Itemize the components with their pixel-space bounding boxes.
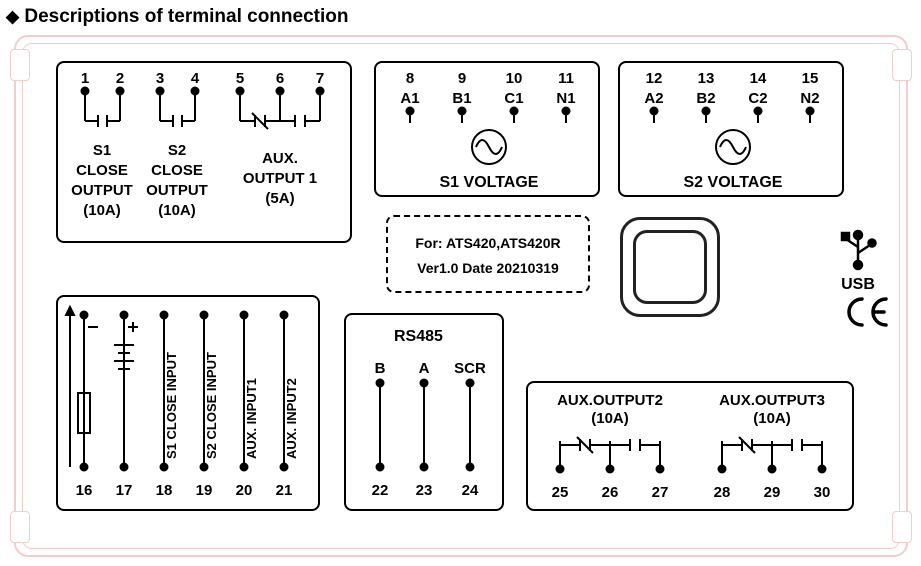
term-num: 7 bbox=[316, 70, 324, 87]
usb-label: USB bbox=[836, 276, 880, 294]
ce-icon bbox=[844, 295, 890, 329]
term-num: 19 bbox=[196, 482, 213, 499]
term-label: A2 bbox=[644, 90, 663, 107]
grp-label: CLOSE bbox=[76, 162, 128, 179]
term-label: N2 bbox=[800, 90, 819, 107]
term-num: 15 bbox=[802, 70, 819, 87]
box-title: RS485 bbox=[394, 328, 443, 345]
cpu-icon bbox=[620, 217, 720, 317]
vlabel: AUX. INPUT1 bbox=[244, 378, 259, 459]
grp-label: S1 bbox=[93, 142, 111, 159]
term-num: 2 bbox=[116, 70, 124, 87]
term-num: 5 bbox=[236, 70, 244, 87]
s2-voltage-box: 12 13 14 15 A2 B2 C2 N2 S2 VOLTAGE bbox=[618, 61, 844, 197]
outputs-box: 1 2 3 4 5 6 7 bbox=[56, 61, 352, 243]
diamond-icon: ◆ bbox=[6, 7, 19, 27]
info-box: For: ATS420,ATS420R Ver1.0 Date 20210319 bbox=[386, 215, 590, 293]
cpu-inner bbox=[633, 230, 707, 304]
page-title: ◆ Descriptions of terminal connection bbox=[6, 6, 348, 28]
s1-voltage-box: 8 9 10 11 A1 B1 C1 N1 S1 VOLTAGE bbox=[374, 61, 600, 197]
term-label: B bbox=[375, 360, 386, 377]
mount-notch bbox=[892, 511, 912, 543]
s2v-schematic: 12 13 14 15 A2 B2 C2 N2 S2 VOLTAGE bbox=[620, 63, 846, 199]
term-num: 29 bbox=[764, 484, 781, 501]
info-line1: For: ATS420,ATS420R bbox=[398, 231, 578, 256]
sine-icon bbox=[472, 130, 506, 164]
term-label: B2 bbox=[696, 90, 715, 107]
term-num: 26 bbox=[602, 484, 619, 501]
term-num: 30 bbox=[814, 484, 831, 501]
grp-label: OUTPUT bbox=[146, 182, 208, 199]
grp-label: AUX. bbox=[262, 150, 298, 167]
mount-notch bbox=[10, 49, 30, 81]
term-num: 12 bbox=[646, 70, 663, 87]
term-num: 4 bbox=[191, 70, 200, 87]
box-title: S2 VOLTAGE bbox=[684, 174, 783, 191]
outputs-schematic: 1 2 3 4 5 6 7 bbox=[58, 63, 354, 245]
vlabel: S1 CLOSE INPUT bbox=[164, 352, 179, 459]
term-num: 9 bbox=[458, 70, 466, 87]
term-num: 11 bbox=[558, 70, 574, 87]
device-panel: 1 2 3 4 5 6 7 bbox=[14, 35, 908, 557]
term-num: 21 bbox=[276, 482, 293, 499]
term-num: 25 bbox=[552, 484, 569, 501]
term-num: 27 bbox=[652, 484, 669, 501]
grp-label: (10A) bbox=[753, 410, 791, 427]
vlabel: AUX. INPUT2 bbox=[284, 378, 299, 459]
term-num: 10 bbox=[506, 70, 523, 87]
grp-label: (5A) bbox=[265, 190, 294, 207]
term-num: 28 bbox=[714, 484, 731, 501]
grp-label: (10A) bbox=[591, 410, 629, 427]
term-label: A1 bbox=[400, 90, 419, 107]
sine-icon bbox=[716, 130, 750, 164]
info-line2: Ver1.0 Date 20210319 bbox=[398, 256, 578, 281]
inputs-schematic: 16 17 18 19 20 21 S1 CLOSE INPUT S2 CLOS… bbox=[58, 297, 322, 513]
term-num: 16 bbox=[76, 482, 93, 499]
grp-label: (10A) bbox=[83, 202, 121, 219]
aux23-schematic: AUX.OUTPUT2 (10A) AUX.OUTPUT3 (10A) bbox=[528, 383, 856, 513]
mount-notch bbox=[10, 511, 30, 543]
usb-block: USB bbox=[836, 227, 880, 294]
grp-label: AUX.OUTPUT3 bbox=[719, 392, 825, 409]
term-label: C1 bbox=[504, 90, 523, 107]
mount-notch bbox=[892, 49, 912, 81]
vlabel: S2 CLOSE INPUT bbox=[204, 352, 219, 459]
term-label: SCR bbox=[454, 360, 486, 377]
term-num: 17 bbox=[116, 482, 133, 499]
term-num: 18 bbox=[156, 482, 173, 499]
term-num: 3 bbox=[156, 70, 164, 87]
term-num: 6 bbox=[276, 70, 284, 87]
grp-label: OUTPUT bbox=[71, 182, 133, 199]
grp-label: OUTPUT 1 bbox=[243, 170, 317, 187]
term-num: 23 bbox=[416, 482, 433, 499]
term-num: 8 bbox=[406, 70, 414, 87]
term-num: 20 bbox=[236, 482, 253, 499]
aux23-box: AUX.OUTPUT2 (10A) AUX.OUTPUT3 (10A) bbox=[526, 381, 854, 511]
grp-label: CLOSE bbox=[151, 162, 203, 179]
term-num: 14 bbox=[750, 70, 767, 87]
usb-icon bbox=[836, 227, 880, 271]
term-label: A bbox=[419, 360, 430, 377]
term-label: B1 bbox=[452, 90, 471, 107]
term-num: 1 bbox=[81, 70, 89, 87]
grp-label: S2 bbox=[168, 142, 186, 159]
s1v-schematic: 8 9 10 11 A1 B1 C1 N1 S1 VOLTAGE bbox=[376, 63, 602, 199]
term-label: C2 bbox=[748, 90, 767, 107]
term-num: 22 bbox=[372, 482, 389, 499]
box-title: S1 VOLTAGE bbox=[440, 174, 539, 191]
term-num: 13 bbox=[698, 70, 715, 87]
term-label: N1 bbox=[556, 90, 575, 107]
rs485-schematic: RS485 B A SCR 22 23 24 bbox=[346, 315, 506, 513]
term-num: 24 bbox=[462, 482, 479, 499]
rs485-box: RS485 B A SCR 22 23 24 bbox=[344, 313, 504, 511]
inputs-box: 16 17 18 19 20 21 S1 CLOSE INPUT S2 CLOS… bbox=[56, 295, 320, 511]
grp-label: AUX.OUTPUT2 bbox=[557, 392, 663, 409]
title-text: Descriptions of terminal connection bbox=[24, 6, 348, 27]
grp-label: (10A) bbox=[158, 202, 196, 219]
ce-mark bbox=[844, 295, 890, 334]
